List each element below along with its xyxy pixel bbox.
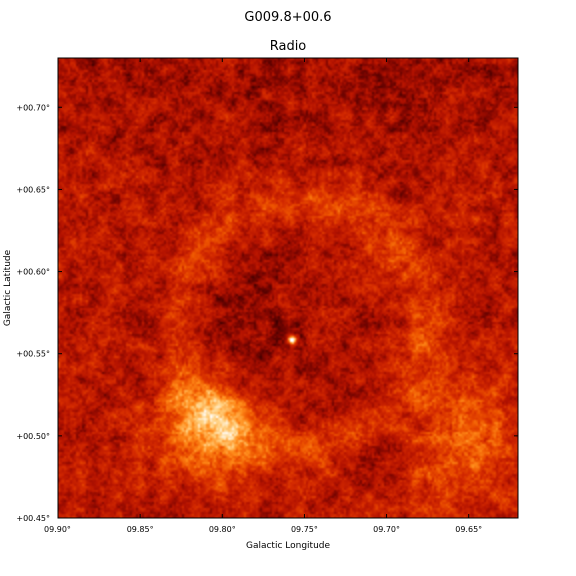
y-tick-label: +00.45°: [16, 514, 50, 523]
y-tick-label: +00.50°: [16, 432, 50, 441]
x-tick-label: 09.80°: [209, 525, 236, 534]
axis-ticks: 09.90° 09.85° 09.80° 09.75° 09.70° 09.65° +00.…: [16, 58, 518, 534]
y-axis-label: Galactic Latitude: [3, 249, 13, 326]
y-tick-label: +00.70°: [16, 103, 50, 112]
y-tick-label: +00.55°: [16, 350, 50, 359]
chart-title: Radio: [269, 39, 307, 54]
x-tick-label: 09.75°: [291, 525, 318, 534]
x-axis-label: Galactic Longitude: [246, 541, 331, 551]
x-tick-label: 09.85°: [127, 525, 154, 534]
figure-suptitle: G009.8+00.6: [244, 10, 332, 25]
plot-frame: [57, 57, 519, 519]
x-tick-label: 09.65°: [455, 525, 482, 534]
y-tick-label: +00.60°: [16, 268, 50, 277]
x-tick-label: 09.90°: [44, 525, 71, 534]
heatmap-image: [58, 58, 518, 518]
y-tick-label: +00.65°: [16, 185, 50, 194]
x-tick-label: 09.70°: [373, 525, 400, 534]
